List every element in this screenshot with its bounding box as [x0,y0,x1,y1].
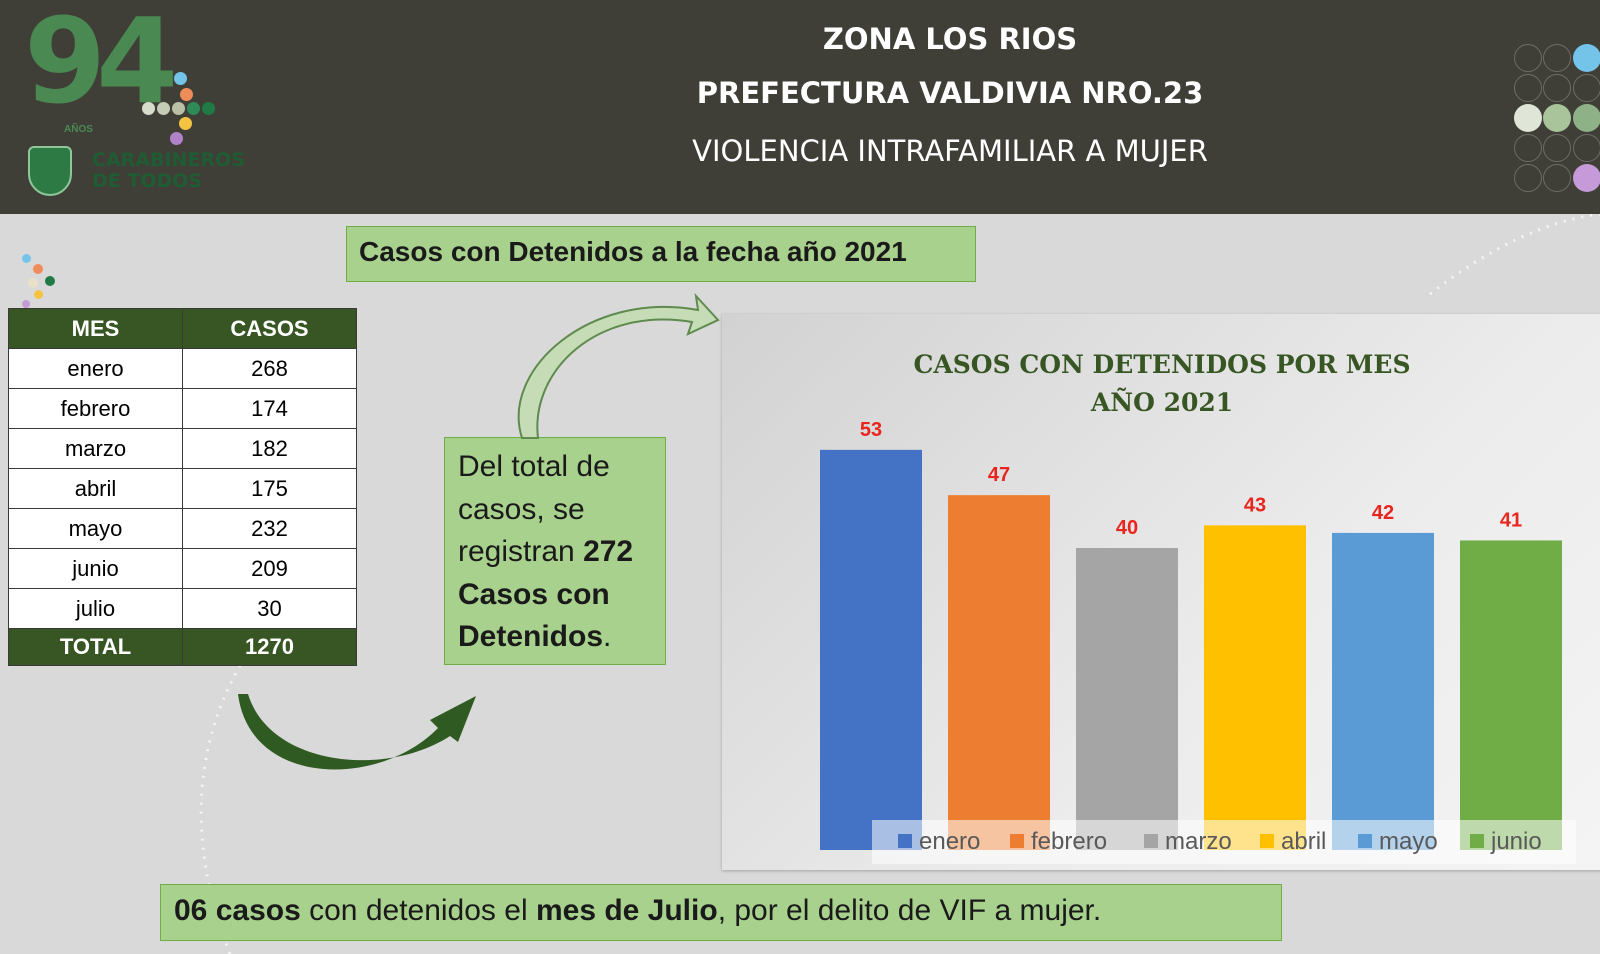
table-cell-month: marzo [8,428,183,469]
legend-swatch-mayo [1358,834,1372,848]
legend-swatch-abril [1260,834,1274,848]
monthly-cases-table: MES CASOS enero 268 febrero 174 marzo 182 a… [8,308,357,666]
legend-label-febrero: febrero [1031,828,1107,855]
table-cell-month: mayo [8,508,183,549]
legend-label-abril: abril [1281,828,1326,855]
logo-org-line2: DE TODOS [92,170,203,192]
logo-org-text: CARABINEROS DE TODOS [92,150,245,192]
data-label-abril: 43 [1244,494,1266,516]
callout-line: registran 272 [458,531,633,574]
logo-dot-icon [180,88,193,101]
logo-dot-icon [157,102,170,115]
table-total-row: TOTAL 1270 [8,628,357,666]
table-cell-cases: 232 [182,508,357,549]
top-summary-text: Casos con Detenidos a la fecha año 2021 [359,236,907,267]
data-label-febrero: 47 [988,464,1010,486]
header-zone-title: ZONA LOS RIOS [822,22,1078,56]
logo-years-label: AÑOS [64,124,93,135]
table-cell-month: abril [8,468,183,509]
table-row: marzo 182 [8,428,357,469]
bottom-highlight: mes de Julio [535,894,718,927]
logo-dot-icon [202,102,215,115]
table-row: enero 268 [8,348,357,389]
logo-number: 94 [24,0,178,130]
bar-marzo [1076,548,1178,850]
logo-dot-icon [142,102,155,115]
callout-line: Detenidos. [458,616,633,659]
callout-highlight-text: Casos con [458,577,610,611]
table-cell-cases: 174 [182,388,357,429]
data-label-enero: 53 [860,419,882,441]
carabineros-shield-icon [28,146,72,196]
callout-text-part: registran [458,535,584,568]
top-summary-label: Casos con Detenidos a la fecha año 2021 [346,226,976,282]
callout-text-part: . [603,620,612,653]
bottom-text-part: con detenidos el [300,894,536,927]
logo-dot-icon [187,102,200,115]
table-cell-month: junio [8,548,183,589]
logo-dot-icon [174,72,187,85]
callout-line: Del total de [458,450,610,483]
bottom-text-part: , por el delito de VIF a mujer. [717,894,1102,927]
table-cell-month: julio [8,588,183,629]
logo-org-line1: CARABINEROS [92,149,245,171]
table-total-value: 1270 [182,628,357,666]
legend-label-marzo: marzo [1165,828,1232,855]
table-cell-cases: 175 [182,468,357,509]
table-row: febrero 174 [8,388,357,429]
table-cell-month: febrero [8,388,183,429]
legend-label-enero: enero [919,828,980,855]
bar-febrero [948,495,1050,850]
table-cell-cases: 30 [182,588,357,629]
callout-line: casos, se [458,492,585,526]
bar-junio [1460,540,1562,850]
data-label-marzo: 40 [1116,517,1138,539]
table-row: junio 209 [8,548,357,589]
bottom-highlight: 06 casos [174,894,301,927]
header-topic-title: VIOLENCIA INTRAFAMILIAR A MUJER [692,134,1208,168]
table-total-label: TOTAL [8,628,183,666]
chart-panel: CASOS CON DETENIDOS POR MES AÑO 2021 53 4… [722,314,1600,870]
bar-chart: 53 47 40 43 42 41 enero febrero marzo abril mayo ju… [820,419,1576,864]
callout-box: Del total de casos, se registran 272 Cas… [444,437,666,665]
bar-mayo [1332,532,1434,850]
bottom-summary-text: 06 casos con detenidos el mes de Julio, … [174,894,1101,928]
curved-arrow-right-icon [238,694,476,770]
callout-highlight-number: 272 [583,535,634,568]
callout-text: Del total de casos, se registran 272 Cas… [458,446,633,659]
table-header-month: MES [8,308,183,349]
table-cell-cases: 209 [182,548,357,589]
data-label-mayo: 42 [1372,502,1394,524]
legend-swatch-junio [1470,834,1484,848]
table-cell-cases: 182 [182,428,357,469]
legend-label-junio: junio [1490,828,1542,855]
legend-swatch-febrero [1010,834,1024,848]
table-cell-cases: 268 [182,348,357,389]
legend-label-mayo: mayo [1379,828,1438,855]
legend-swatch-enero [898,834,912,848]
logo-dot-icon [170,132,183,145]
chart-title-line1: CASOS CON DETENIDOS POR MES [913,350,1411,379]
chart-title-line2: AÑO 2021 [1090,388,1234,417]
bottom-summary-box: 06 casos con detenidos el mes de Julio, … [160,884,1282,941]
curved-arrow-up-icon [517,292,720,439]
carabineros-94-logo: 94 AÑOS CARABINEROS DE TODOS [24,2,245,204]
bar-enero [820,449,922,850]
table-cell-month: enero [8,348,183,389]
header-banner: 94 AÑOS CARABINEROS DE TODOS ZONA LOS RI… [0,0,1600,214]
header-prefecture-title: PREFECTURA VALDIVIA NRO.23 [696,76,1204,110]
callout-highlight-text: Detenidos [458,620,604,653]
legend-background [872,820,1576,864]
legend-swatch-marzo [1144,834,1158,848]
table-row: abril 175 [8,468,357,509]
bar-abril [1204,525,1306,850]
table-row: julio 30 [8,588,357,629]
logo-dot-icon [172,102,185,115]
data-label-junio: 41 [1500,509,1522,531]
table-header-cases: CASOS [182,308,357,349]
table-row: mayo 232 [8,508,357,549]
callout-line: Casos con [458,574,633,617]
logo-dot-icon [179,117,192,130]
